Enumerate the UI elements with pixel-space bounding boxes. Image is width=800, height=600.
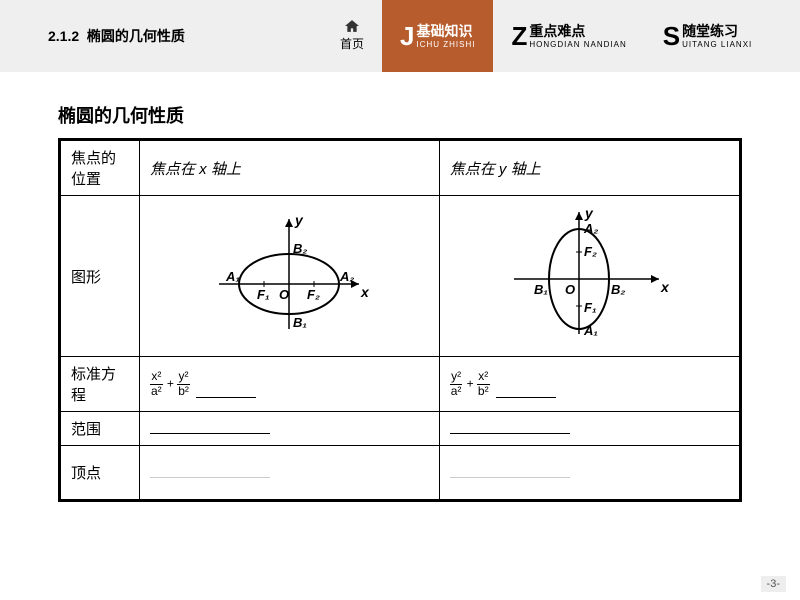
- cell-range-y: [439, 412, 740, 446]
- svg-text:y: y: [584, 205, 594, 221]
- cell-diagram-x: A₁ A₂ B₂ B₁ F₁ F₂ O x y: [140, 196, 440, 357]
- svg-text:A₁: A₁: [583, 323, 598, 338]
- svg-text:F₁: F₁: [257, 287, 270, 302]
- nav-j-top: 基础知识: [416, 23, 475, 40]
- cell-focus-y: 焦点在 y 轴上: [439, 140, 740, 196]
- svg-text:B₁: B₁: [293, 315, 307, 330]
- blank-line: [196, 397, 256, 398]
- svg-text:O: O: [565, 282, 575, 297]
- cell-eq-label: 标准方程: [60, 357, 140, 412]
- cell-eq-x: x²a² + y²b²: [140, 357, 440, 412]
- row-equation: 标准方程 x²a² + y²b² y²a² + x²b²: [60, 357, 741, 412]
- svg-text:A₁: A₁: [225, 269, 240, 284]
- cell-range-label: 范围: [60, 412, 140, 446]
- ellipse-x-diagram: A₁ A₂ B₂ B₁ F₁ F₂ O x y: [199, 209, 379, 339]
- ellipse-y-diagram: A₂ A₁ B₁ B₂ F₂ F₁ O x y: [499, 204, 679, 344]
- cell-range-x: [140, 412, 440, 446]
- svg-text:F₁: F₁: [584, 300, 597, 315]
- nav-j-bottom: ICHU ZHISHI: [416, 40, 475, 50]
- cell-focus-x: 焦点在 x 轴上: [140, 140, 440, 196]
- nav-letter-s: S: [663, 21, 680, 52]
- svg-text:A₂: A₂: [583, 221, 598, 236]
- nav-keypoints[interactable]: Z 重点难点 HONGDIAN NANDIAN: [493, 0, 644, 72]
- row-focus: 焦点的位置 焦点在 x 轴上 焦点在 y 轴上: [60, 140, 741, 196]
- nav-basics[interactable]: J 基础知识 ICHU ZHISHI: [382, 0, 493, 72]
- svg-text:x: x: [660, 279, 670, 295]
- svg-text:F₂: F₂: [307, 287, 320, 302]
- svg-text:F₂: F₂: [584, 244, 597, 259]
- nav-letter-j: J: [400, 21, 414, 52]
- properties-table: 焦点的位置 焦点在 x 轴上 焦点在 y 轴上 图形 A₁ A₂ B₂ B₁: [58, 138, 742, 502]
- svg-text:B₂: B₂: [293, 241, 307, 256]
- nav-letter-z: Z: [511, 21, 527, 52]
- cell-focus-label: 焦点的位置: [60, 140, 140, 196]
- cell-diagram-y: A₂ A₁ B₁ B₂ F₂ F₁ O x y: [439, 196, 740, 357]
- page-number: -3-: [761, 576, 786, 592]
- cell-eq-y: y²a² + x²b²: [439, 357, 740, 412]
- content-title: 椭圆的几何性质: [58, 102, 742, 128]
- svg-text:B₁: B₁: [534, 282, 548, 297]
- home-icon: [345, 20, 359, 32]
- section-title: 2.1.2 椭圆的几何性质: [0, 0, 300, 72]
- nav-s-bottom: UITANG LIANXI: [682, 40, 752, 50]
- svg-text:A₂: A₂: [339, 269, 354, 284]
- nav-z-bottom: HONGDIAN NANDIAN: [529, 40, 626, 50]
- section-number: 2.1.2: [48, 28, 79, 44]
- cell-vertex-y: [439, 446, 740, 501]
- nav-home-label: 首页: [340, 35, 364, 52]
- cell-shape-label: 图形: [60, 196, 140, 357]
- cell-vertex-label: 顶点: [60, 446, 140, 501]
- svg-text:y: y: [294, 212, 304, 228]
- cell-vertex-x: [140, 446, 440, 501]
- svg-text:B₂: B₂: [611, 282, 625, 297]
- nav-z-top: 重点难点: [529, 23, 626, 40]
- svg-text:O: O: [279, 287, 289, 302]
- nav-practice[interactable]: S 随堂练习 UITANG LIANXI: [645, 0, 771, 72]
- content-area: 椭圆的几何性质 焦点的位置 焦点在 x 轴上 焦点在 y 轴上 图形 A₁ A₂: [0, 72, 800, 502]
- row-shape: 图形 A₁ A₂ B₂ B₁ F₁ F₂ O x: [60, 196, 741, 357]
- nav-home[interactable]: 首页: [322, 0, 382, 72]
- row-range: 范围: [60, 412, 741, 446]
- nav-s-top: 随堂练习: [682, 23, 752, 40]
- section-name: 椭圆的几何性质: [87, 26, 185, 46]
- header-bar: 2.1.2 椭圆的几何性质 首页 J 基础知识 ICHU ZHISHI Z 重点…: [0, 0, 800, 72]
- row-vertex: 顶点: [60, 446, 741, 501]
- svg-text:x: x: [360, 284, 370, 300]
- blank-line: [496, 397, 556, 398]
